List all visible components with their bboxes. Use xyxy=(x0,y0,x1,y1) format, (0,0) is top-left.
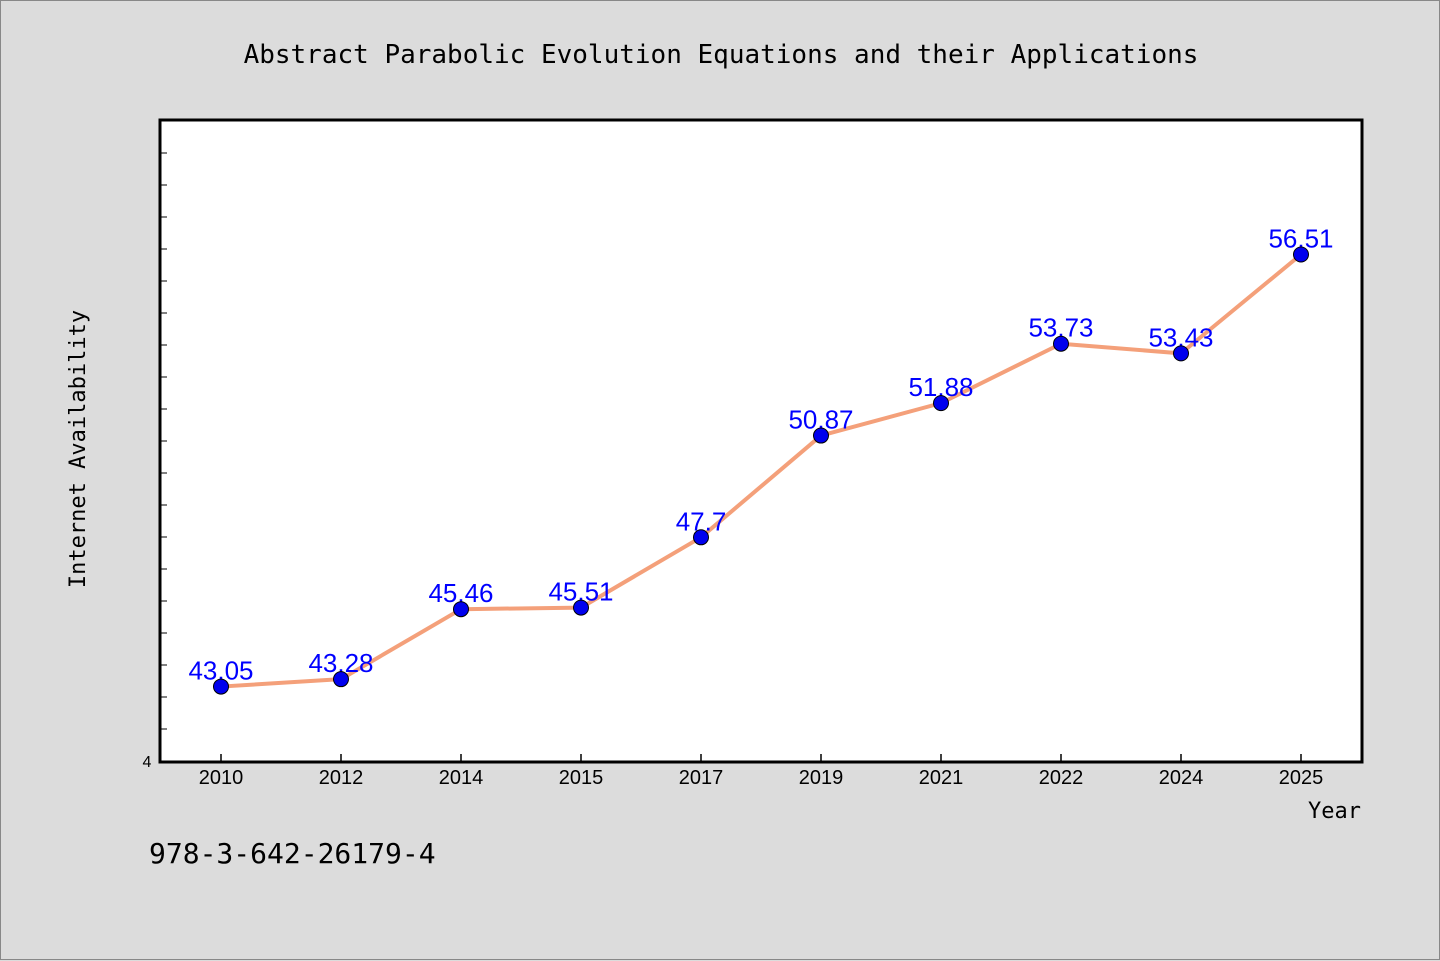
data-point xyxy=(1053,335,1069,352)
series-line xyxy=(219,252,1303,689)
x-tick-label: 2010 xyxy=(199,767,244,789)
x-axis-ticks: 2010 2012 2014 2015 2017 2019 2021 2022 2024 2025 xyxy=(199,754,1324,789)
data-point xyxy=(573,599,589,616)
data-point xyxy=(1173,345,1189,362)
x-tick-label: 2017 xyxy=(679,767,724,789)
x-tick-label: 2024 xyxy=(1159,767,1204,789)
x-tick-label: 2022 xyxy=(1039,767,1084,789)
chart-title: Abstract Parabolic Evolution Equations a… xyxy=(244,40,1199,70)
data-point xyxy=(813,427,829,444)
x-tick-label: 2014 xyxy=(439,767,484,789)
data-point xyxy=(933,395,949,412)
y-axis-ticks xyxy=(160,152,167,762)
x-tick-label: 2012 xyxy=(319,767,364,789)
x-tick-label: 2025 xyxy=(1279,767,1324,789)
x-axis-label: Year xyxy=(1308,799,1361,824)
data-point xyxy=(333,671,349,688)
isbn-text: 978-3-642-26179-4 xyxy=(149,837,436,870)
x-tick-label: 2019 xyxy=(799,767,844,789)
data-point xyxy=(1293,246,1309,263)
x-tick-label: 2021 xyxy=(919,767,964,789)
data-point xyxy=(453,601,469,618)
y-tick-label: 4 xyxy=(143,754,152,771)
data-point xyxy=(693,529,709,546)
plot-area xyxy=(158,118,1364,764)
y-axis-label: Internet Availability xyxy=(66,310,91,588)
data-point xyxy=(213,678,229,695)
x-tick-label: 2015 xyxy=(559,767,604,789)
